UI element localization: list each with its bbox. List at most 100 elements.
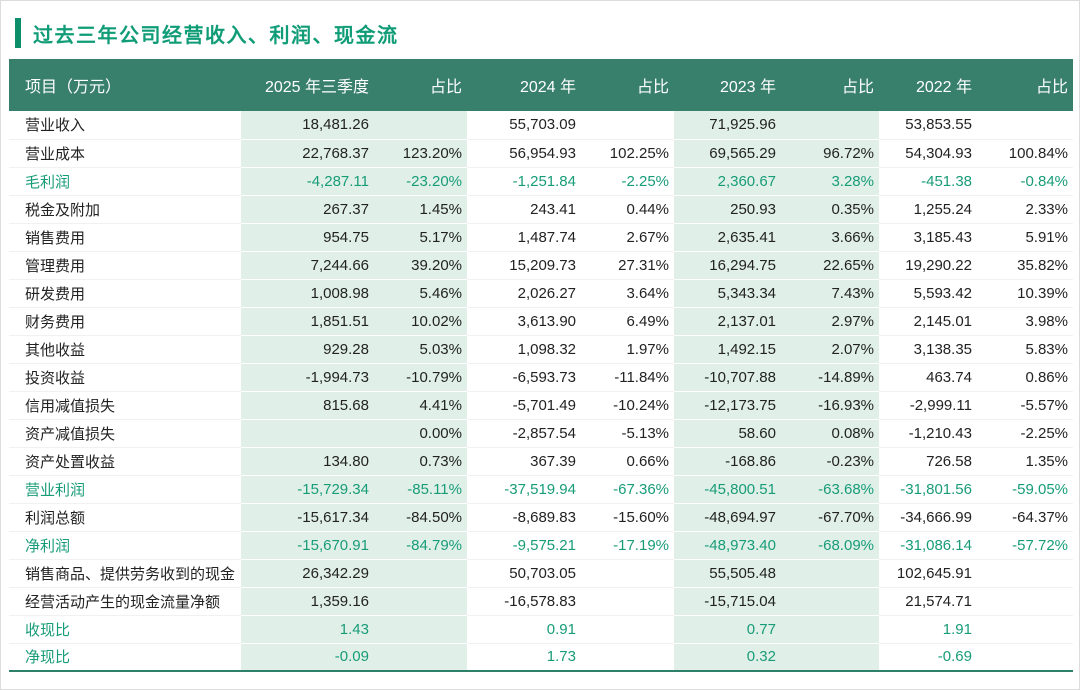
value-cell: 2,137.01: [674, 307, 781, 336]
value-cell: -34,666.99: [879, 503, 977, 532]
table-header-row: 项目（万元） 2025 年三季度 占比 2024 年占比 2023 年占比 2022 年…: [9, 59, 1073, 111]
value-cell: 1.91: [879, 615, 977, 644]
table-row: 管理费用 7,244.66 39.20% 15,209.73 27.31% 16,294.…: [9, 251, 1073, 280]
value-cell: -4,287.11: [241, 167, 374, 196]
row-label: 收现比: [9, 615, 241, 644]
percent-cell: 100.84%: [977, 139, 1073, 168]
table-row: 资产处置收益 134.80 0.73% 367.39 0.66% -168.86 -0.23…: [9, 447, 1073, 476]
value-cell: 1,487.74: [467, 223, 581, 252]
row-label: 净利润: [9, 531, 241, 560]
value-cell: -48,694.97: [674, 503, 781, 532]
value-cell: 18,481.26: [241, 111, 374, 140]
value-cell: 7,244.66: [241, 251, 374, 280]
value-cell: 26,342.29: [241, 559, 374, 588]
value-cell: -15,617.34: [241, 503, 374, 532]
value-cell: 3,185.43: [879, 223, 977, 252]
header-unit-label: 项目（万元）: [9, 59, 241, 111]
row-label: 销售商品、提供劳务收到的现金: [9, 559, 241, 588]
value-cell: 267.37: [241, 195, 374, 224]
percent-cell: 27.31%: [581, 251, 674, 280]
value-cell: 1,359.16: [241, 587, 374, 616]
table-row: 税金及附加 267.37 1.45% 243.41 0.44% 250.93 0.35% 1,…: [9, 195, 1073, 224]
column-header: 2023 年: [674, 59, 781, 111]
row-label: 投资收益: [9, 363, 241, 392]
percent-cell: 0.73%: [374, 447, 467, 476]
percent-cell: -57.72%: [977, 531, 1073, 560]
table-row: 投资收益 -1,994.73 -10.79% -6,593.73 -11.84% -10,…: [9, 363, 1073, 392]
table-row: 营业利润 -15,729.34 -85.11% -37,519.94 -67.36% -4…: [9, 475, 1073, 504]
percent-cell: 3.66%: [781, 223, 879, 252]
row-label: 其他收益: [9, 335, 241, 364]
percent-cell: -14.89%: [781, 363, 879, 392]
row-label: 利润总额: [9, 503, 241, 532]
column-header: 2025 年三季度: [241, 59, 374, 111]
percent-cell: 96.72%: [781, 139, 879, 168]
value-cell: -31,086.14: [879, 531, 977, 560]
value-cell: -45,800.51: [674, 475, 781, 504]
value-cell: -168.86: [674, 447, 781, 476]
value-cell: 55,703.09: [467, 111, 581, 140]
percent-cell: [977, 559, 1073, 588]
column-header: 2024 年: [467, 59, 581, 111]
percent-cell: 1.97%: [581, 335, 674, 364]
value-cell: 15,209.73: [467, 251, 581, 280]
percent-cell: 5.46%: [374, 279, 467, 308]
percent-cell: 6.49%: [581, 307, 674, 336]
value-cell: -9,575.21: [467, 531, 581, 560]
value-cell: 929.28: [241, 335, 374, 364]
percent-cell: 0.44%: [581, 195, 674, 224]
value-cell: -16,578.83: [467, 587, 581, 616]
percent-cell: [781, 643, 879, 672]
percent-cell: 2.07%: [781, 335, 879, 364]
percent-cell: [581, 111, 674, 140]
percent-cell: 0.66%: [581, 447, 674, 476]
percent-cell: [781, 587, 879, 616]
value-cell: -48,973.40: [674, 531, 781, 560]
percent-cell: 2.67%: [581, 223, 674, 252]
percent-cell: -0.84%: [977, 167, 1073, 196]
value-cell: 1,255.24: [879, 195, 977, 224]
percent-cell: -16.93%: [781, 391, 879, 420]
value-cell: 1.43: [241, 615, 374, 644]
row-label: 毛利润: [9, 167, 241, 196]
table-row: 其他收益 929.28 5.03% 1,098.32 1.97% 1,492.15 2.07…: [9, 335, 1073, 364]
table-row: 财务费用 1,851.51 10.02% 3,613.90 6.49% 2,137.01 2…: [9, 307, 1073, 336]
percent-cell: [374, 111, 467, 140]
value-cell: 1,492.15: [674, 335, 781, 364]
percent-cell: [374, 559, 467, 588]
page-title: 过去三年公司经营收入、利润、现金流: [33, 24, 399, 47]
row-label: 资产处置收益: [9, 447, 241, 476]
column-header: 占比: [581, 59, 674, 111]
value-cell: [241, 419, 374, 448]
value-cell: -0.69: [879, 643, 977, 672]
value-cell: 3,138.35: [879, 335, 977, 364]
percent-cell: 1.35%: [977, 447, 1073, 476]
value-cell: 463.74: [879, 363, 977, 392]
percent-cell: [374, 615, 467, 644]
value-cell: -31,801.56: [879, 475, 977, 504]
table-row: 销售费用 954.75 5.17% 1,487.74 2.67% 2,635.41 3.66…: [9, 223, 1073, 252]
table-row: 资产减值损失 0.00% -2,857.54 -5.13% 58.60 0.08% -1,2…: [9, 419, 1073, 448]
percent-cell: 2.33%: [977, 195, 1073, 224]
percent-cell: 3.28%: [781, 167, 879, 196]
value-cell: 50,703.05: [467, 559, 581, 588]
percent-cell: -5.57%: [977, 391, 1073, 420]
row-label: 管理费用: [9, 251, 241, 280]
table-row: 利润总额 -15,617.34 -84.50% -8,689.83 -15.60% -48…: [9, 503, 1073, 532]
value-cell: -5,701.49: [467, 391, 581, 420]
row-label: 经营活动产生的现金流量净额: [9, 587, 241, 616]
row-label: 研发费用: [9, 279, 241, 308]
percent-cell: 0.00%: [374, 419, 467, 448]
percent-cell: [781, 559, 879, 588]
value-cell: 134.80: [241, 447, 374, 476]
percent-cell: 0.86%: [977, 363, 1073, 392]
percent-cell: 5.91%: [977, 223, 1073, 252]
percent-cell: [977, 615, 1073, 644]
row-label: 资产减值损失: [9, 419, 241, 448]
value-cell: 2,635.41: [674, 223, 781, 252]
value-cell: 250.93: [674, 195, 781, 224]
percent-cell: -23.20%: [374, 167, 467, 196]
percent-cell: -68.09%: [781, 531, 879, 560]
row-label: 营业成本: [9, 139, 241, 168]
